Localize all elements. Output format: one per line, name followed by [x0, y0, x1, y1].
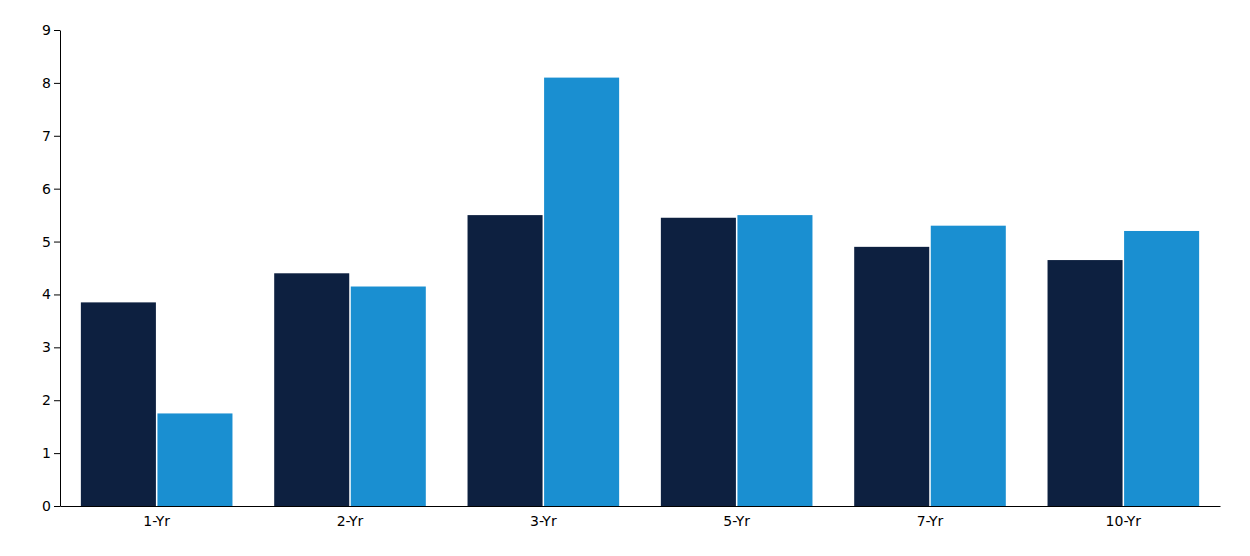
y-tick-label: 8: [42, 75, 51, 91]
bar: [274, 273, 349, 506]
bar: [157, 413, 232, 506]
tick-mark: [54, 242, 60, 243]
y-tick-label: 6: [42, 181, 51, 197]
x-tick: 7-Yr: [917, 506, 944, 529]
y-tick: 4: [42, 286, 60, 302]
x-tick: 1-Yr: [143, 506, 170, 529]
bar: [351, 287, 426, 506]
y-tick: 1: [42, 445, 60, 461]
tick-mark: [54, 30, 60, 31]
axis-line: [60, 31, 61, 507]
plot: 1-Yr 2-Yr 3-Yr 5-Yr 7-Yr 10-Yr 0 1 2 3 4 5 6 7 8 9: [42, 22, 1220, 529]
y-tick: 0: [42, 498, 60, 514]
bar: [468, 215, 543, 506]
bar: [81, 302, 156, 506]
y-tick: 2: [42, 392, 60, 408]
y-tick-label: 4: [42, 286, 51, 302]
bar: [854, 247, 929, 506]
tick-mark: [54, 83, 60, 84]
bar: [1048, 260, 1123, 506]
x-tick-label: 10-Yr: [1106, 513, 1142, 529]
y-tick: 5: [42, 234, 60, 250]
x-tick-label: 3-Yr: [530, 513, 557, 529]
x-tick-label: 5-Yr: [723, 513, 750, 529]
y-tick-label: 2: [42, 392, 51, 408]
bar: [931, 226, 1006, 506]
tick-mark: [54, 136, 60, 137]
bar: [1124, 231, 1199, 506]
tick-mark: [54, 347, 60, 348]
y-tick: 3: [42, 339, 60, 355]
y-tick-label: 9: [42, 22, 51, 38]
x-tick: 3-Yr: [530, 506, 557, 529]
x-tick: 2-Yr: [337, 506, 364, 529]
bar: [544, 78, 619, 506]
y-tick: 6: [42, 181, 60, 197]
chart: 1-Yr 2-Yr 3-Yr 5-Yr 7-Yr 10-Yr 0 1 2 3 4 5 6 7 8 9: [0, 0, 1250, 556]
y-axis: 0 1 2 3 4 5 6 7 8 9: [42, 22, 60, 514]
y-tick-label: 3: [42, 339, 51, 355]
y-tick-label: 0: [42, 498, 51, 514]
x-tick: 10-Yr: [1106, 506, 1142, 529]
x-tick-label: 2-Yr: [337, 513, 364, 529]
y-tick-label: 5: [42, 234, 51, 250]
axis-line: [61, 506, 1221, 507]
y-tick-label: 1: [42, 445, 51, 461]
tick-mark: [54, 189, 60, 190]
series: [157, 78, 1199, 506]
bars: [81, 78, 1199, 506]
tick-mark: [54, 400, 60, 401]
x-tick-label: 1-Yr: [143, 513, 170, 529]
y-tick: 8: [42, 75, 60, 91]
tick-mark: [54, 453, 60, 454]
tick-mark: [54, 294, 60, 295]
tick-mark: [54, 506, 60, 507]
y-tick: 9: [42, 22, 60, 38]
y-tick: 7: [42, 128, 60, 144]
x-tick: 5-Yr: [723, 506, 750, 529]
bar: [661, 218, 736, 506]
x-tick-label: 7-Yr: [917, 513, 944, 529]
y-tick-label: 7: [42, 128, 51, 144]
bar: [737, 215, 812, 506]
x-axis: 1-Yr 2-Yr 3-Yr 5-Yr 7-Yr 10-Yr: [61, 506, 1221, 529]
